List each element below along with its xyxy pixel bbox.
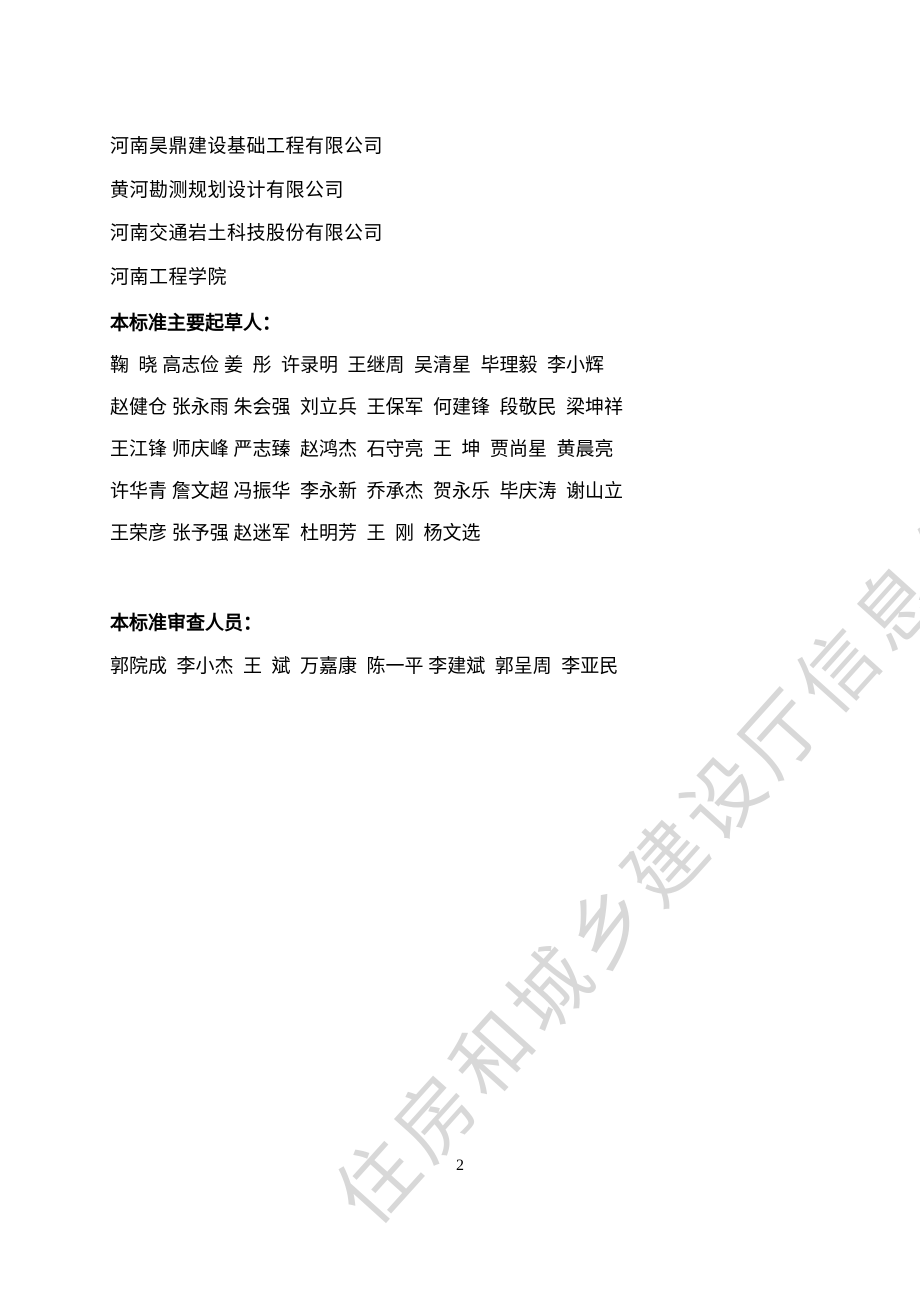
- reviewers-header: 本标准审查人员：: [110, 602, 810, 646]
- page-content: 河南昊鼎建设基础工程有限公司 黄河勘测规划设计有限公司 河南交通岩土科技股份有限…: [0, 0, 920, 688]
- drafter-row: 鞠 晓 高志俭 姜 彤 许录明 王继周 吴清星 毕理毅 李小辉: [110, 345, 810, 387]
- reviewer-row: 郭院成 李小杰 王 斌 万嘉康 陈一平 李建斌 郭呈周 李亚民: [110, 646, 810, 688]
- drafters-header: 本标准主要起草人：: [110, 302, 810, 346]
- page-number: 2: [0, 1157, 920, 1175]
- drafter-row: 王荣彦 张予强 赵迷军 杜明芳 王 刚 杨文选: [110, 513, 810, 555]
- drafter-row: 赵健仓 张永雨 朱会强 刘立兵 王保军 何建锋 段敬民 梁坤祥: [110, 387, 810, 429]
- organization-line: 黄河勘测规划设计有限公司: [110, 169, 810, 213]
- organization-line: 河南工程学院: [110, 256, 810, 300]
- organization-line: 河南交通岩土科技股份有限公司: [110, 212, 810, 256]
- drafter-row: 许华青 詹文超 冯振华 李永新 乔承杰 贺永乐 毕庆涛 谢山立: [110, 471, 810, 513]
- drafter-row: 王江锋 师庆峰 严志臻 赵鸿杰 石守亮 王 坤 贾尚星 黄晨亮: [110, 429, 810, 471]
- organization-line: 河南昊鼎建设基础工程有限公司: [110, 125, 810, 169]
